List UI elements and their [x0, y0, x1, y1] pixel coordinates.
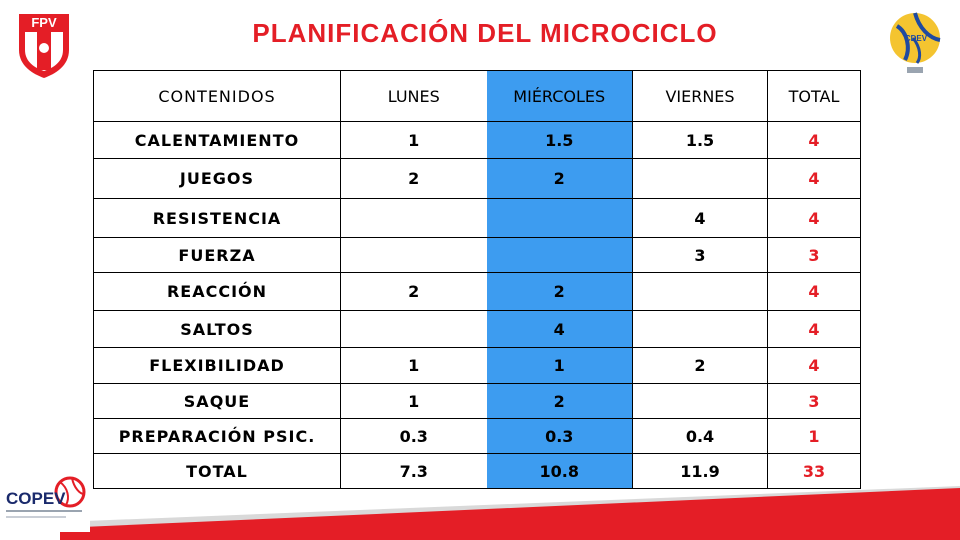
cell-lunes	[340, 310, 487, 348]
cell-total: 1	[767, 418, 861, 454]
cell-total: 3	[767, 383, 861, 419]
cell-total: 4	[767, 198, 861, 238]
cdev-logo-text: CDEV	[905, 34, 928, 43]
table-header-row: CONTENIDOS LUNES MIÉRCOLES VIERNES TOTAL	[93, 70, 861, 122]
row-label: SAQUE	[93, 383, 341, 419]
row-label: REACCIÓN	[93, 272, 341, 311]
cell-miercoles: 2	[486, 383, 633, 419]
copev-logo-icon: COPEV	[2, 470, 90, 532]
table-row: REACCIÓN 2 2 4	[93, 272, 861, 311]
cell-total: 4	[767, 158, 861, 199]
volleyball-globe-icon: CDEV	[890, 12, 941, 73]
cell-lunes: 1	[340, 121, 487, 159]
cell-lunes: 2	[340, 158, 487, 199]
cell-viernes	[632, 383, 768, 419]
table-row: TOTAL 7.3 10.8 11.9 33	[93, 453, 861, 489]
cell-viernes: 11.9	[632, 453, 768, 489]
cell-viernes: 1.5	[632, 121, 768, 159]
cell-miercoles: 10.8	[486, 453, 633, 489]
cell-miercoles	[486, 198, 633, 238]
cell-total: 33	[767, 453, 861, 489]
cell-miercoles: 1.5	[486, 121, 633, 159]
cell-viernes: 3	[632, 237, 768, 273]
cell-total: 3	[767, 237, 861, 273]
table-row: RESISTENCIA 4 4	[93, 198, 861, 238]
cell-viernes: 4	[632, 198, 768, 238]
header-contenidos: CONTENIDOS	[93, 70, 341, 122]
cell-lunes: 2	[340, 272, 487, 311]
table-row: SALTOS 4 4	[93, 310, 861, 348]
cell-lunes: 7.3	[340, 453, 487, 489]
row-label: JUEGOS	[93, 158, 341, 199]
table-row: CALENTAMIENTO 1 1.5 1.5 4	[93, 121, 861, 159]
table-row: SAQUE 1 2 3	[93, 383, 861, 419]
cell-total: 4	[767, 121, 861, 159]
cell-lunes: 1	[340, 347, 487, 384]
page-title: PLANIFICACIÓN DEL MICROCICLO	[252, 18, 718, 48]
row-label: SALTOS	[93, 310, 341, 348]
cell-total: 4	[767, 272, 861, 311]
cell-lunes: 0.3	[340, 418, 487, 454]
fpv-logo-text: FPV	[31, 15, 57, 30]
cell-viernes: 0.4	[632, 418, 768, 454]
cell-total: 4	[767, 347, 861, 384]
cell-lunes	[340, 198, 487, 238]
cell-viernes: 2	[632, 347, 768, 384]
header-viernes: VIERNES	[632, 70, 768, 122]
cell-miercoles: 4	[486, 310, 633, 348]
cell-miercoles: 2	[486, 158, 633, 199]
cell-miercoles: 0.3	[486, 418, 633, 454]
table-row: PREPARACIÓN PSIC. 0.3 0.3 0.4 1	[93, 418, 861, 454]
cell-lunes: 1	[340, 383, 487, 419]
header-lunes: LUNES	[340, 70, 487, 122]
row-label: FLEXIBILIDAD	[93, 347, 341, 384]
row-label: RESISTENCIA	[93, 198, 341, 238]
cell-viernes	[632, 310, 768, 348]
table-row: FLEXIBILIDAD 1 1 2 4	[93, 347, 861, 384]
cell-miercoles	[486, 237, 633, 273]
row-label: PREPARACIÓN PSIC.	[93, 418, 341, 454]
row-label: TOTAL	[93, 453, 341, 489]
cell-miercoles: 1	[486, 347, 633, 384]
cell-total: 4	[767, 310, 861, 348]
cell-miercoles: 2	[486, 272, 633, 311]
microcycle-table: CONTENIDOS LUNES MIÉRCOLES VIERNES TOTAL…	[93, 70, 861, 489]
header-total: TOTAL	[767, 70, 861, 122]
cell-lunes	[340, 237, 487, 273]
row-label: CALENTAMIENTO	[93, 121, 341, 159]
header-miercoles: MIÉRCOLES	[486, 70, 633, 122]
cell-viernes	[632, 272, 768, 311]
table-row: JUEGOS 2 2 4	[93, 158, 861, 199]
table-row: FUERZA 3 3	[93, 237, 861, 273]
row-label: FUERZA	[93, 237, 341, 273]
copev-logo-text: COPEV	[6, 489, 66, 508]
cell-viernes	[632, 158, 768, 199]
fpv-logo-icon: FPV	[19, 14, 69, 78]
